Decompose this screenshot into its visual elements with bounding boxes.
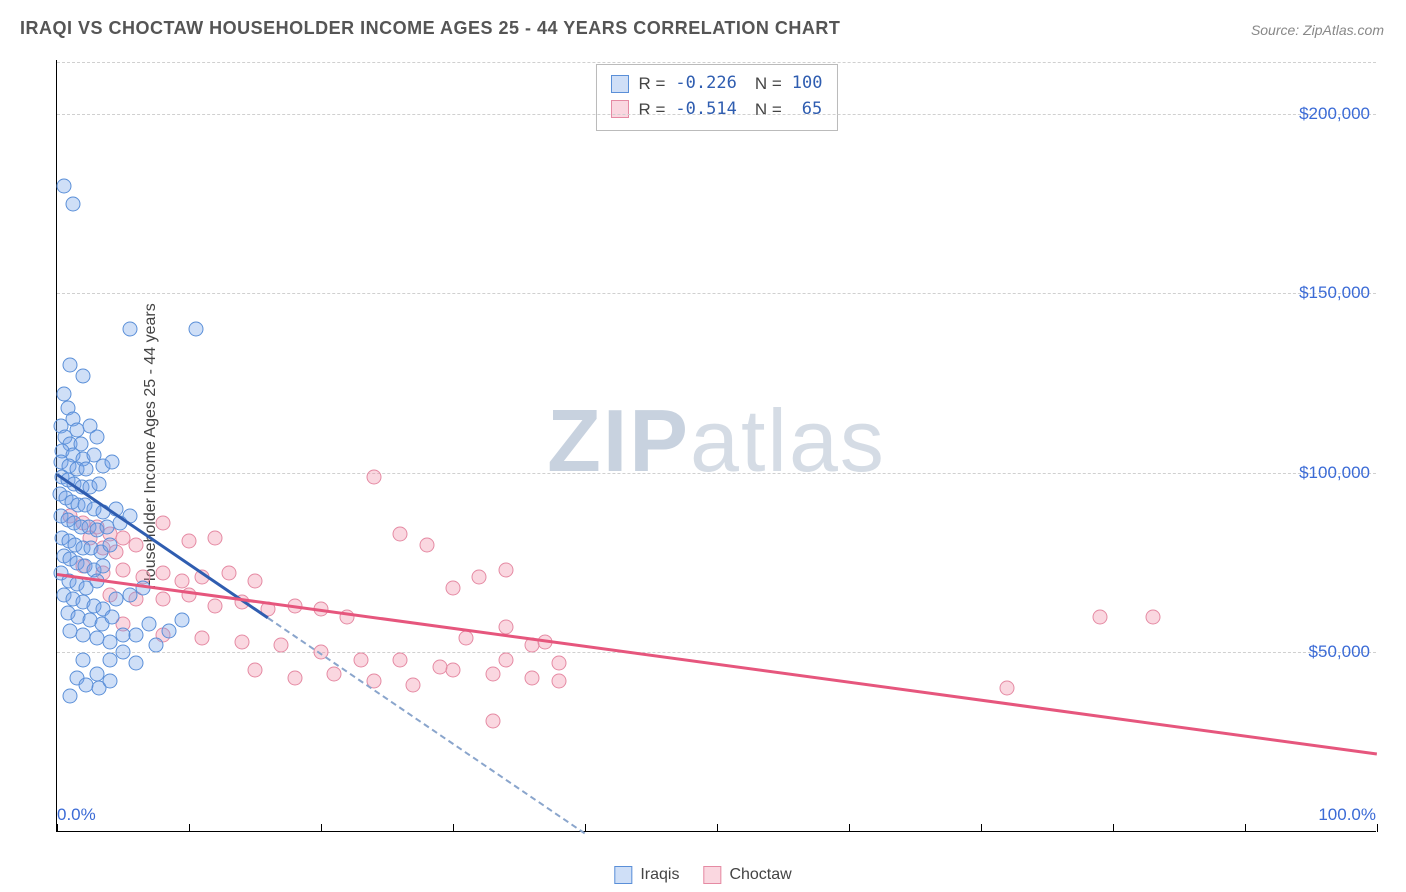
data-point-iraqis	[79, 462, 94, 477]
data-point-choctaw	[525, 670, 540, 685]
y-tick-label: $50,000	[1309, 642, 1370, 662]
data-point-iraqis	[149, 638, 164, 653]
swatch-choctaw-icon	[703, 866, 721, 884]
data-point-choctaw	[208, 598, 223, 613]
data-point-choctaw	[287, 670, 302, 685]
x-tick	[1377, 824, 1378, 832]
stat-row-a: R = -0.226 N = 100	[610, 71, 822, 97]
data-point-iraqis	[162, 623, 177, 638]
swatch-iraqis	[610, 75, 628, 93]
x-tick	[453, 824, 454, 832]
data-point-choctaw	[366, 469, 381, 484]
data-point-choctaw	[446, 580, 461, 595]
data-point-iraqis	[102, 674, 117, 689]
watermark: ZIPatlas	[547, 389, 886, 491]
data-point-iraqis	[129, 627, 144, 642]
data-point-choctaw	[498, 562, 513, 577]
x-tick	[849, 824, 850, 832]
data-point-choctaw	[274, 638, 289, 653]
data-point-iraqis	[102, 537, 117, 552]
y-tick-label: $150,000	[1299, 283, 1370, 303]
legend-item-choctaw: Choctaw	[703, 866, 791, 884]
data-point-iraqis	[56, 386, 71, 401]
data-point-choctaw	[1145, 609, 1160, 624]
data-point-iraqis	[56, 178, 71, 193]
data-point-iraqis	[122, 322, 137, 337]
data-point-choctaw	[353, 652, 368, 667]
data-point-iraqis	[188, 322, 203, 337]
data-point-choctaw	[155, 566, 170, 581]
data-point-iraqis	[63, 688, 78, 703]
data-point-choctaw	[175, 573, 190, 588]
data-point-iraqis	[65, 196, 80, 211]
data-point-iraqis	[105, 609, 120, 624]
data-point-iraqis	[96, 559, 111, 574]
x-tick	[1245, 824, 1246, 832]
chart-title: IRAQI VS CHOCTAW HOUSEHOLDER INCOME AGES…	[20, 18, 840, 39]
y-tick-label: $100,000	[1299, 463, 1370, 483]
data-point-iraqis	[76, 652, 91, 667]
gridline	[57, 473, 1376, 474]
data-point-choctaw	[485, 667, 500, 682]
correlation-chart: IRAQI VS CHOCTAW HOUSEHOLDER INCOME AGES…	[0, 0, 1406, 892]
legend-item-iraqis: Iraqis	[614, 866, 679, 884]
data-point-choctaw	[234, 634, 249, 649]
data-point-choctaw	[129, 537, 144, 552]
data-point-choctaw	[182, 534, 197, 549]
data-point-choctaw	[248, 573, 263, 588]
data-point-iraqis	[116, 645, 131, 660]
data-point-choctaw	[498, 652, 513, 667]
x-tick	[321, 824, 322, 832]
data-point-choctaw	[551, 656, 566, 671]
data-point-choctaw	[419, 537, 434, 552]
data-point-iraqis	[63, 358, 78, 373]
data-point-choctaw	[248, 663, 263, 678]
x-tick	[585, 824, 586, 832]
gridline	[57, 293, 1376, 294]
data-point-iraqis	[129, 656, 144, 671]
data-point-iraqis	[92, 476, 107, 491]
data-point-choctaw	[406, 677, 421, 692]
data-point-choctaw	[1092, 609, 1107, 624]
x-tick	[1113, 824, 1114, 832]
gridline	[57, 652, 1376, 653]
data-point-choctaw	[1000, 681, 1015, 696]
swatch-iraqis-icon	[614, 866, 632, 884]
data-point-iraqis	[76, 368, 91, 383]
data-point-choctaw	[208, 530, 223, 545]
data-point-iraqis	[142, 616, 157, 631]
bottom-legend: Iraqis Choctaw	[614, 866, 791, 884]
x-tick	[189, 824, 190, 832]
data-point-iraqis	[175, 613, 190, 628]
data-point-iraqis	[105, 455, 120, 470]
data-point-choctaw	[485, 713, 500, 728]
data-point-choctaw	[393, 652, 408, 667]
swatch-choctaw	[610, 100, 628, 118]
data-point-choctaw	[446, 663, 461, 678]
data-point-choctaw	[155, 591, 170, 606]
stat-legend-box: R = -0.226 N = 100 R = -0.514 N = 65	[595, 64, 837, 131]
x-tick	[57, 824, 58, 832]
data-point-choctaw	[393, 526, 408, 541]
data-point-choctaw	[195, 631, 210, 646]
data-point-choctaw	[221, 566, 236, 581]
data-point-choctaw	[327, 667, 342, 682]
data-point-choctaw	[116, 562, 131, 577]
data-point-iraqis	[89, 430, 104, 445]
plot-area: ZIPatlas R = -0.226 N = 100 R = -0.514 N…	[56, 60, 1376, 832]
x-tick	[981, 824, 982, 832]
data-point-choctaw	[472, 570, 487, 585]
data-point-choctaw	[551, 674, 566, 689]
data-point-choctaw	[459, 631, 474, 646]
chart-source: Source: ZipAtlas.com	[1251, 22, 1384, 38]
x-tick	[717, 824, 718, 832]
x-tick-label: 0.0%	[57, 805, 96, 825]
gridline	[57, 114, 1376, 115]
x-tick-label: 100.0%	[1318, 805, 1376, 825]
y-tick-label: $200,000	[1299, 104, 1370, 124]
stat-row-b: R = -0.514 N = 65	[610, 97, 822, 123]
data-point-choctaw	[155, 516, 170, 531]
